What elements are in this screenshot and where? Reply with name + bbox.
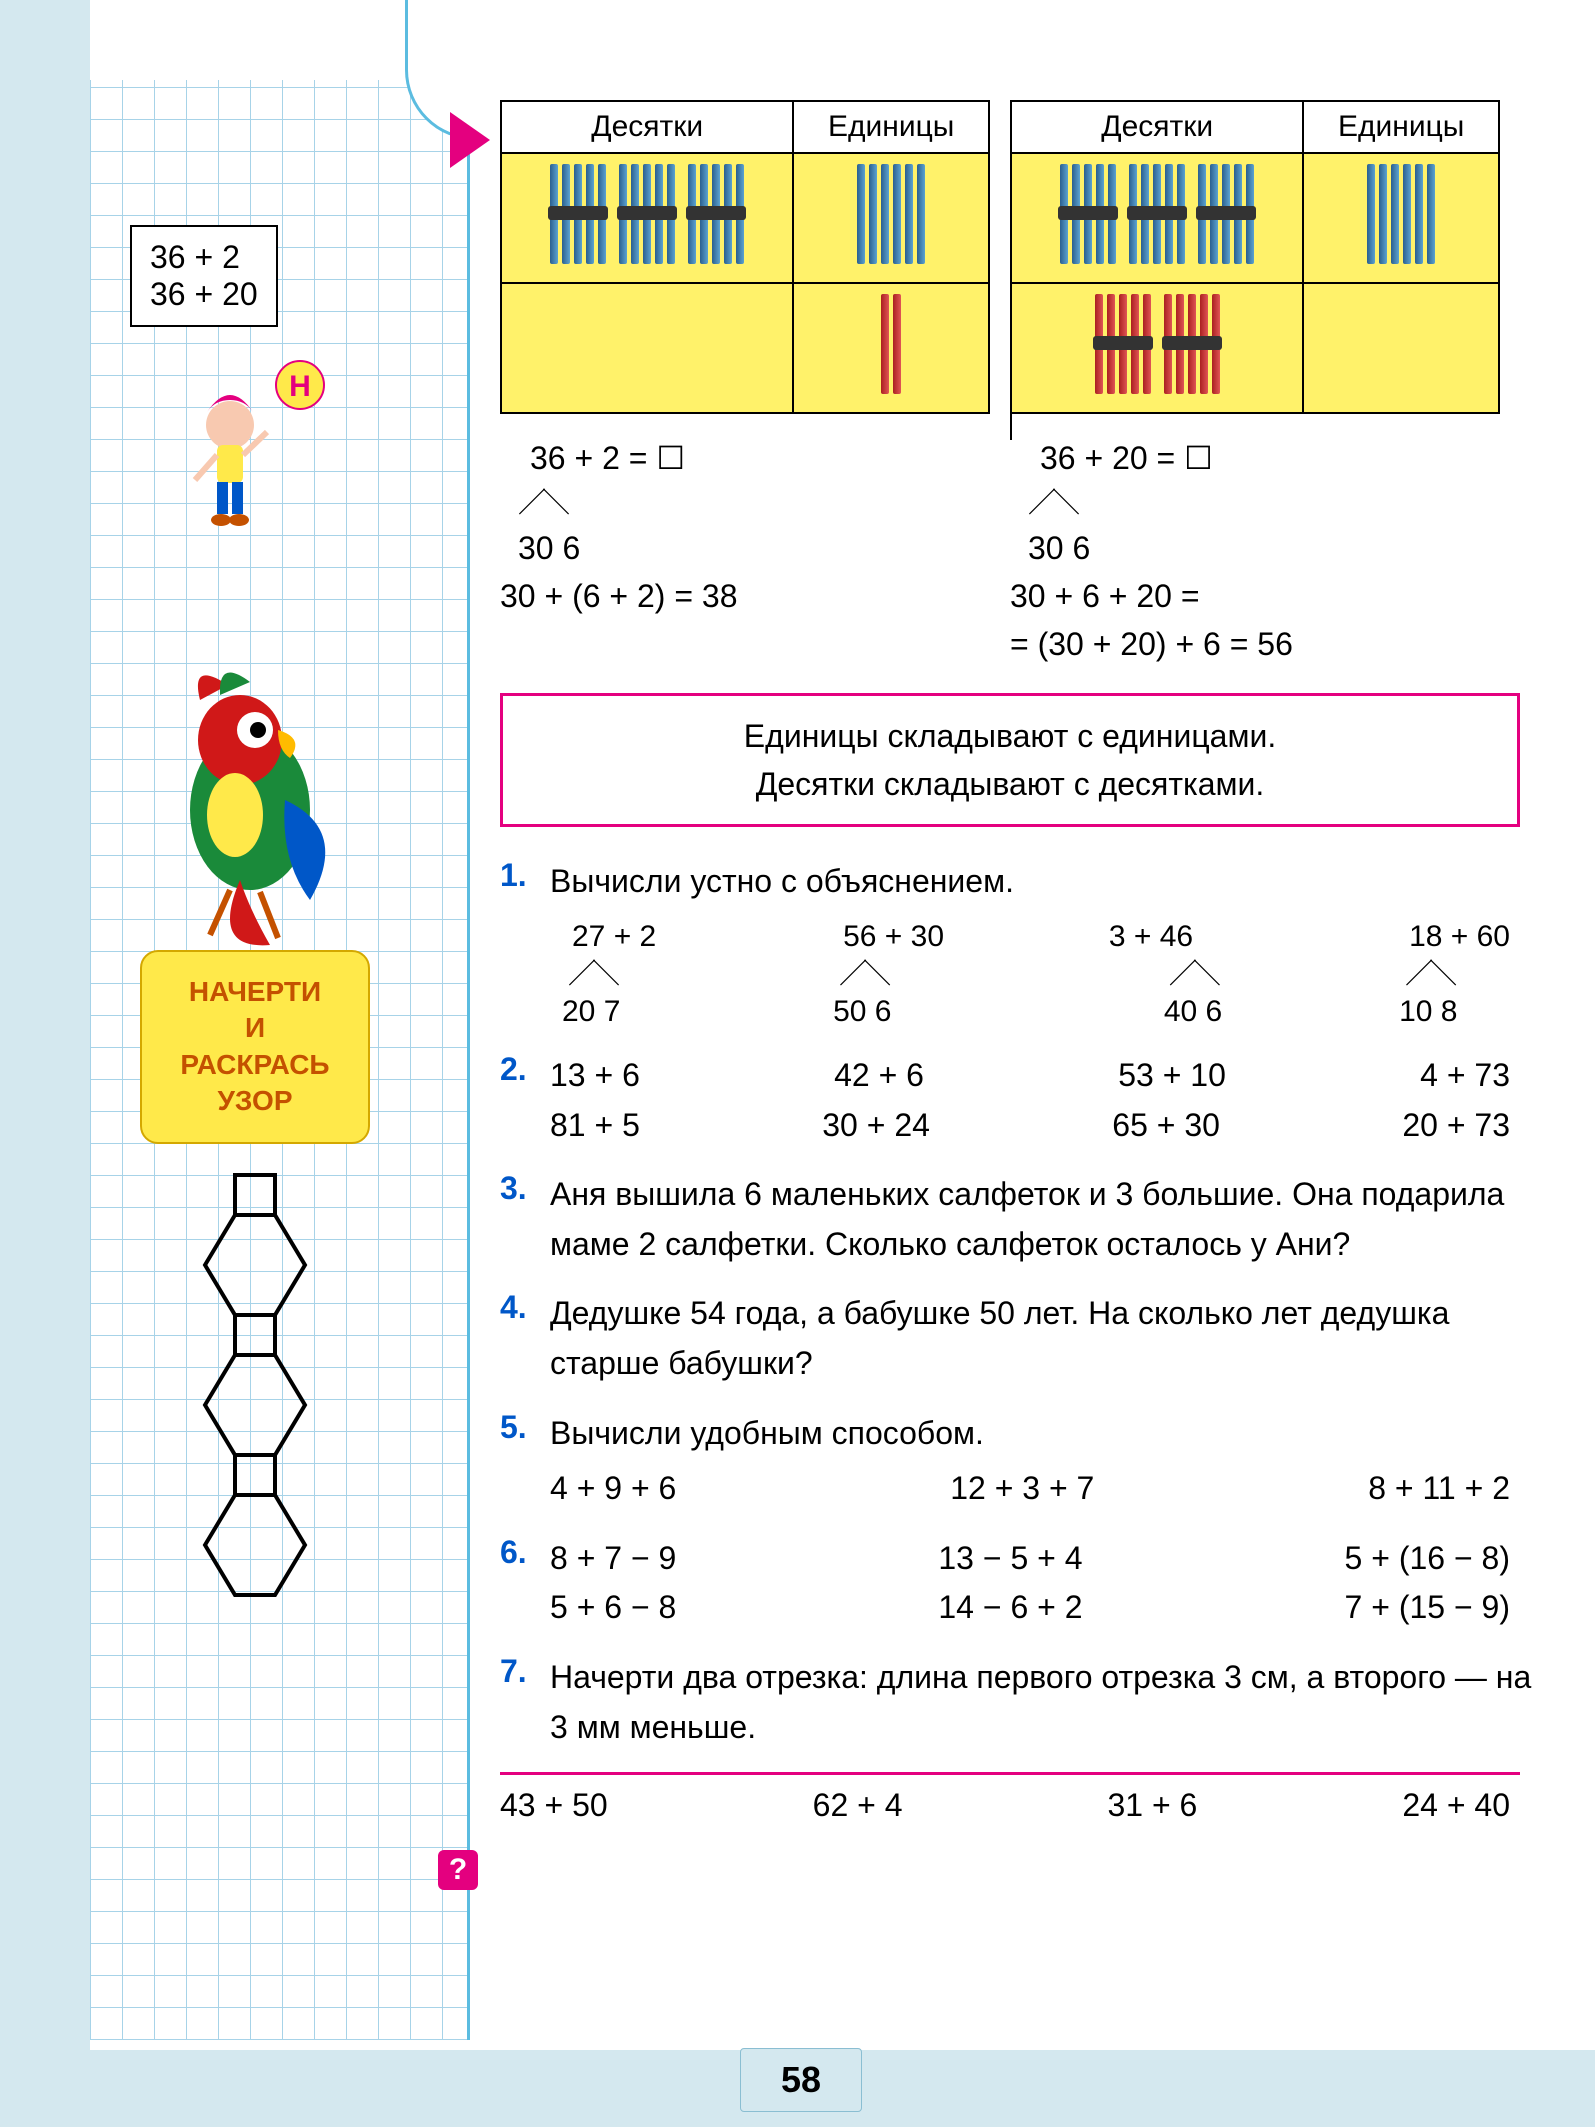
exercise-number: 2. [500,1051,550,1150]
exercise-text: Аня вышила 6 маленьких салфеток и 3 боль… [550,1170,1550,1269]
split-arrow-icon: ／＼ [1010,482,1500,524]
main-content: Десятки Единицы 36 + 2 = ☐ ／＼ 30 6 [500,100,1550,1824]
split-arrow-icon: ／＼ [500,482,990,524]
split-arrow-icon: ／＼ [821,956,944,992]
triangle-marker-icon [450,112,490,168]
sum-line: 36 + 20 [150,276,258,313]
example-sums-box: 36 + 2 36 + 20 [130,225,278,327]
sum-line: 36 + 2 [150,239,258,276]
place-value-left: Десятки Единицы 36 + 2 = ☐ ／＼ 30 6 [500,100,990,668]
exercise-number: 7. [500,1653,550,1752]
exercise-3: 3. Аня вышила 6 маленьких салфеток и 3 б… [500,1170,1550,1269]
mascot-kid-icon: Н [175,370,315,570]
exercise-4: 4. Дедушке 54 года, а бабушке 50 лет. На… [500,1289,1550,1388]
col-header: Десятки [501,101,793,153]
pattern-label-line: НАЧЕРТИ [152,974,358,1010]
rule-line: Единицы складывают с единицами. [533,712,1487,760]
exercise-number: 6. [500,1534,550,1633]
mascot-parrot-icon [140,650,370,955]
exercise-number: 4. [500,1289,550,1388]
exercise-6: 6. 8 + 7 − 9 13 − 5 + 4 5 + (16 − 8) 5 +… [500,1534,1550,1633]
pattern-outline [190,1170,320,1600]
split-arrow-icon: ／＼ [1109,956,1222,992]
exercise-text: Дедушке 54 года, а бабушке 50 лет. На ск… [550,1289,1550,1388]
exercise-2: 2. 13 + 6 42 + 6 53 + 10 4 + 73 81 + 5 3… [500,1051,1550,1150]
place-value-diagrams: Десятки Единицы 36 + 2 = ☐ ／＼ 30 6 [500,100,1550,668]
split-arrow-icon: ／＼ [1387,956,1510,992]
rule-line: Десятки складывают с десятками. [533,760,1487,808]
col-header: Единицы [1303,101,1499,153]
pattern-label-line: УЗОР [152,1083,358,1119]
exercise-number: 1. [500,857,550,1031]
col-header: Единицы [793,101,989,153]
footer-problems: 43 + 50 62 + 4 31 + 6 24 + 40 [500,1787,1550,1824]
pattern-label-line: И [152,1010,358,1046]
pattern-label-box: НАЧЕРТИ И РАСКРАСЬ УЗОР [140,950,370,1144]
exercise-number: 5. [500,1409,550,1514]
exercise-1: 1. Вычисли устно с объяснением. 27 + 2 ／… [500,857,1550,1031]
decomposition-right: 36 + 20 = ☐ ／＼ 30 6 30 + 6 + 20 = = (30 … [1010,434,1500,668]
col-header: Десятки [1011,101,1303,153]
decomposition-left: 36 + 2 = ☐ ／＼ 30 6 30 + (6 + 2) = 38 [500,434,990,620]
pattern-label-line: РАСКРАСЬ [152,1047,358,1083]
exercise-5: 5. Вычисли удобным способом. 4 + 9 + 6 1… [500,1409,1550,1514]
divider-pink [500,1772,1520,1775]
exercise-number: 3. [500,1170,550,1269]
exercise-7: 7. Начерти два отрезка: длина первого от… [500,1653,1550,1752]
badge-letter: Н [275,360,325,410]
exercise-title: Вычисли удобным способом. [550,1409,1550,1459]
question-icon: ? [438,1850,478,1890]
exercise-title: Вычисли устно с объяснением. [550,857,1550,907]
place-value-right: Десятки Единицы 36 + 20 = ☐ ／＼ [1010,100,1500,668]
page-number: 58 [740,2048,862,2112]
exercise-text: Начерти два отрезка: длина первого отрез… [550,1653,1550,1752]
rule-box: Единицы складывают с единицами. Десятки … [500,693,1520,827]
split-arrow-icon: ／＼ [550,956,656,992]
